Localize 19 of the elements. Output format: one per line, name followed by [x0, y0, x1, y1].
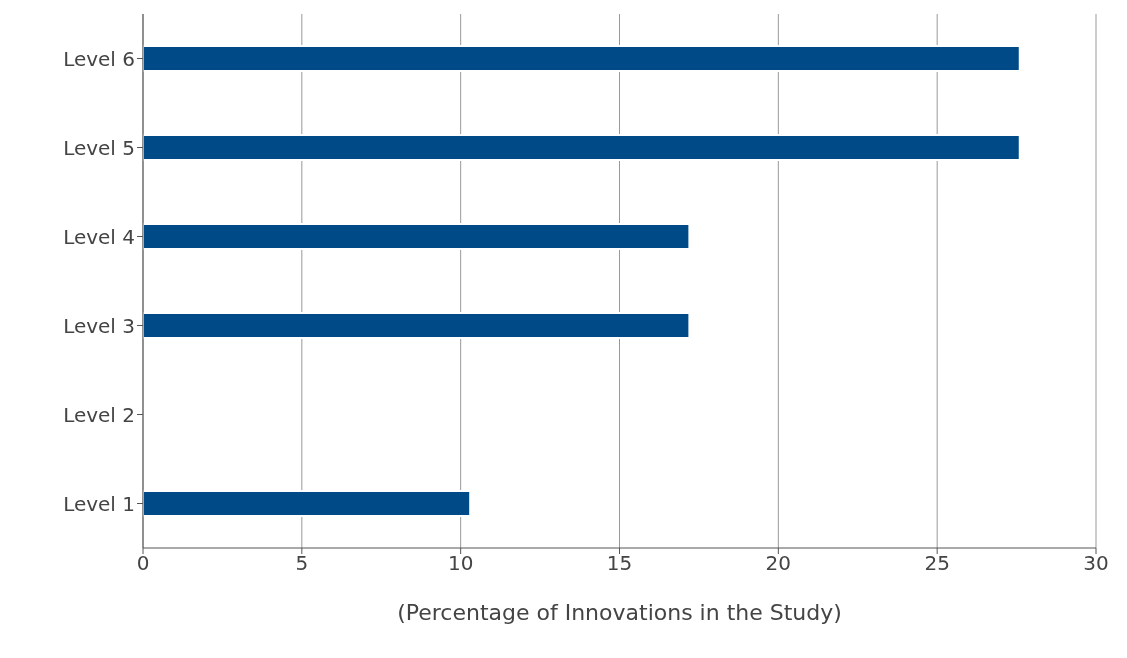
y-tick-label: Level 3 [63, 313, 135, 338]
y-tick-label: Level 5 [63, 135, 135, 160]
y-tick-label: Level 4 [63, 224, 135, 249]
x-tick-label: 25 [924, 551, 950, 576]
bar [143, 45, 1021, 73]
bar [143, 312, 691, 340]
y-tick-label: Level 1 [63, 491, 135, 516]
x-tick-label: 30 [1083, 551, 1109, 576]
x-tick-label: 10 [447, 551, 474, 576]
x-tick-label: 20 [765, 551, 792, 576]
bar [143, 134, 1021, 162]
x-axis-title: (Percentage of Innovations in the Study) [397, 600, 842, 625]
x-tick-label: 5 [295, 551, 309, 576]
x-tick-label: 15 [606, 551, 633, 576]
y-tick-label: Level 2 [63, 402, 135, 427]
y-tick-label: Level 6 [63, 46, 135, 71]
bar [143, 223, 691, 251]
bar [143, 490, 472, 518]
x-tick-label: 0 [136, 551, 150, 576]
